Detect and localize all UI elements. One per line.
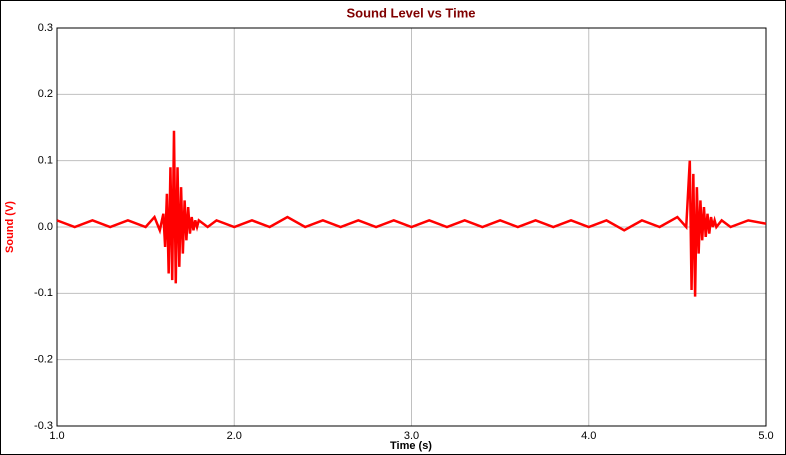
x-tick-label: 5.0 <box>758 430 773 442</box>
y-tick-label: -0.1 <box>34 287 53 299</box>
y-tick-label: 0.1 <box>38 155 53 167</box>
y-tick-label: 0.2 <box>38 88 53 100</box>
x-tick-label: 1.0 <box>49 430 64 442</box>
y-axis-label: Sound (V) <box>4 201 16 253</box>
chart-title: Sound Level vs Time <box>346 5 475 20</box>
x-tick-label: 3.0 <box>404 430 419 442</box>
x-tick-label: 2.0 <box>227 430 242 442</box>
y-tick-label: -0.3 <box>34 420 53 432</box>
x-tick-label: 4.0 <box>581 430 596 442</box>
y-tick-label: 0.3 <box>38 22 53 34</box>
y-tick-label: -0.2 <box>34 354 53 366</box>
plot-border <box>56 27 767 427</box>
y-tick-label: 0.0 <box>38 221 53 233</box>
x-axis-label: Time (s) <box>390 440 432 452</box>
data-line <box>56 130 767 297</box>
